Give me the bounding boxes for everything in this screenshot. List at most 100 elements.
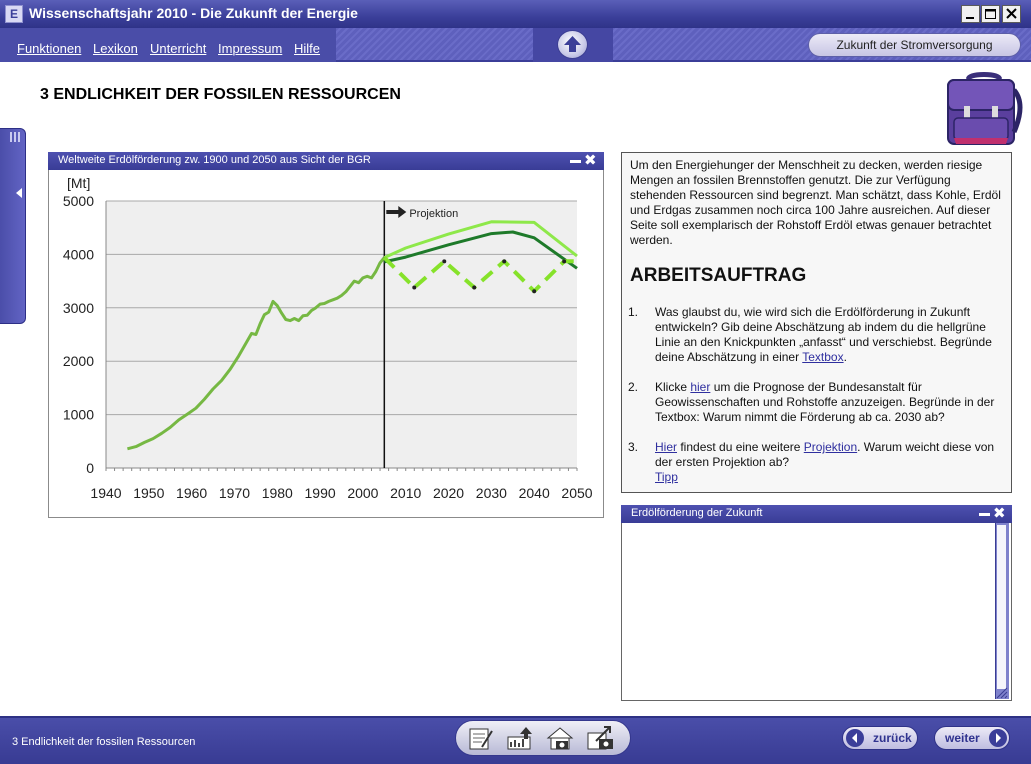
menu-funktionen[interactable]: Funktionen (17, 41, 82, 56)
y-axis-label: [Mt] (67, 175, 90, 191)
x-tick-label: 1980 (262, 485, 293, 501)
x-tick-label: 1950 (133, 485, 164, 501)
series-line-1 (127, 256, 386, 451)
task-1-end: . (843, 350, 847, 364)
page-title: 3 ENDLICHKEIT DER FOSSILEN RESSOURCEN (40, 86, 401, 103)
x-tick-label: 1940 (90, 485, 121, 501)
x-tick-label: 1970 (219, 485, 250, 501)
tipp-link[interactable]: Tipp (655, 470, 678, 484)
x-tick-label: 2040 (519, 485, 550, 501)
y-tick-label: 2000 (63, 353, 94, 369)
y-tick-label: 0 (86, 460, 94, 476)
task-heading: ARBEITSAUFTRAG (630, 265, 807, 286)
menu-unterricht[interactable]: Unterricht (150, 41, 207, 56)
answer-textarea[interactable] (625, 525, 993, 697)
x-tick-label: 2050 (561, 485, 592, 501)
menu-area (0, 28, 336, 62)
knick-point[interactable] (562, 259, 567, 264)
projektion-link[interactable]: Projektion (803, 440, 858, 454)
menu-lexikon[interactable]: Lexikon (93, 41, 138, 56)
knick-point[interactable] (532, 289, 537, 294)
answer-scroll-track[interactable] (997, 525, 1006, 689)
menu-impressum[interactable]: Impressum (218, 41, 283, 56)
resize-grip-icon[interactable] (995, 687, 1009, 699)
oil-production-chart[interactable]: 0 1000 2000 3000 4000 5000 1940 1950 1960 1970 198… (49, 170, 603, 516)
arrow-left-icon (852, 733, 857, 743)
task-1-text: Was glaubst du, wie wird sich die Erdölf… (655, 305, 1007, 365)
task-2-body: um die Prognose der Bundesanstalt für Ge… (655, 380, 995, 424)
task-1-number: 1. (628, 305, 639, 319)
y-tick-label: 4000 (63, 246, 94, 262)
export-camera-icon[interactable] (582, 723, 618, 753)
x-tick-label: 2030 (476, 485, 507, 501)
x-tick-label: 1990 (305, 485, 336, 501)
answer-close-icon[interactable]: ✖ (993, 504, 1006, 522)
zukunft-stromversorgung-button[interactable]: Zukunft der Stromversorgung (808, 33, 1021, 57)
close-window-button[interactable] (1002, 5, 1021, 23)
maximize-button[interactable] (981, 5, 1000, 23)
backpack-icon[interactable] (940, 70, 1028, 148)
series-line-2 (383, 220, 578, 259)
next-arrow-circle (989, 729, 1007, 747)
x-tick-label: 1960 (176, 485, 207, 501)
text-panel (621, 152, 1012, 493)
panel-minimize-icon[interactable] (570, 160, 581, 163)
side-panel-tab[interactable] (0, 128, 26, 324)
task-3-body: . Warum weicht diese von der ersten Proj… (655, 440, 995, 469)
knick-point[interactable] (442, 259, 447, 264)
close-icon (1006, 8, 1017, 19)
maximize-icon (985, 9, 996, 19)
minimize-icon (966, 17, 974, 19)
x-tick-label: 2010 (390, 485, 421, 501)
task-2-pre: Klicke (655, 380, 691, 394)
chart-panel-title: Weltweite Erdölförderung zw. 1900 und 20… (58, 154, 371, 166)
back-arrow-circle (846, 729, 864, 747)
answer-panel-header (621, 505, 1012, 523)
upload-chart-icon[interactable] (502, 723, 538, 753)
back-button[interactable]: zurück (842, 726, 918, 750)
x-tick-label: 2000 (347, 485, 378, 501)
notepad-icon[interactable] (462, 723, 498, 753)
title-bar (0, 0, 1031, 28)
series-line-3 (383, 230, 578, 270)
expand-arrow-icon (16, 188, 22, 198)
series-line-4[interactable] (382, 256, 577, 294)
task-3-mid: findest du eine weitere (677, 440, 804, 454)
hier-link[interactable]: hier (690, 380, 711, 394)
answer-minimize-icon[interactable] (979, 513, 990, 516)
arrow-up-icon (564, 36, 581, 52)
x-tick-label: 2020 (433, 485, 464, 501)
knick-point[interactable] (472, 285, 477, 290)
hier-projection-link[interactable]: Hier (655, 440, 678, 454)
y-tick-label: 1000 (63, 407, 94, 423)
knick-point[interactable] (502, 259, 507, 264)
task-3-text: Hier findest du eine weitere Projektion.… (655, 440, 1007, 485)
y-tick-label: 5000 (63, 193, 94, 209)
window-title: Wissenschaftsjahr 2010 - Die Zukunft der… (29, 5, 358, 21)
knick-point[interactable] (412, 285, 417, 290)
task-2-number: 2. (628, 380, 639, 394)
task-2-text: Klicke hier um die Prognose der Bundesan… (655, 380, 1007, 425)
projection-arrow-icon (386, 206, 407, 218)
grip-icon (10, 132, 20, 142)
home-camera-icon[interactable] (542, 723, 578, 753)
status-text: 3 Endlichkeit der fossilen Ressourcen (12, 736, 196, 748)
intro-text: Um den Energiehunger der Menschheit zu d… (630, 158, 1001, 247)
y-tick-label: 3000 (63, 300, 94, 316)
arrow-right-icon (996, 733, 1001, 743)
plot-area (106, 201, 577, 468)
up-button[interactable] (557, 30, 588, 59)
menu-hilfe[interactable]: Hilfe (294, 41, 321, 56)
textbox-link[interactable]: Textbox (802, 350, 844, 364)
chart-panel-header (48, 152, 604, 170)
task-3-number: 3. (628, 440, 639, 454)
answer-panel-title: Erdölförderung der Zukunft (631, 507, 763, 519)
task-1-body: Was glaubst du, wie wird sich die Erdölf… (655, 305, 992, 364)
projection-label: Projektion (409, 208, 458, 220)
next-button[interactable]: weiter (934, 726, 1010, 750)
back-label: zurück (873, 731, 912, 745)
panel-close-icon[interactable]: ✖ (584, 151, 597, 169)
app-icon[interactable]: E (5, 5, 23, 23)
minimize-button[interactable] (961, 5, 980, 23)
next-label: weiter (945, 731, 980, 745)
